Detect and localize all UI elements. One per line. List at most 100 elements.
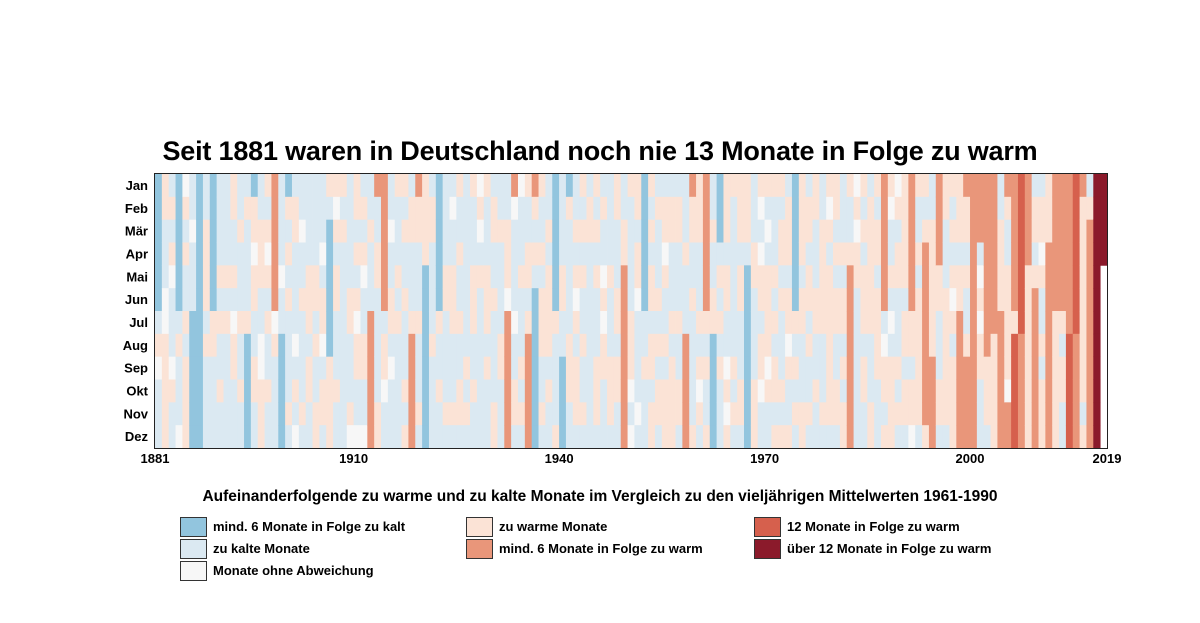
heatmap-cell	[1086, 356, 1094, 380]
heatmap-cell	[935, 288, 944, 312]
heatmap-cell	[874, 356, 882, 380]
heatmap-cell	[634, 402, 642, 426]
heatmap-cell	[1059, 356, 1067, 380]
heatmap-cell	[278, 174, 286, 198]
heatmap-cell	[572, 425, 581, 449]
heatmap-cell	[641, 333, 649, 358]
heatmap-cell	[175, 356, 183, 380]
heatmap-cell	[161, 265, 170, 289]
heatmap-cell	[298, 356, 307, 380]
heatmap-cell	[997, 402, 1005, 426]
heatmap-cell	[778, 288, 786, 312]
heatmap-cell	[696, 219, 704, 243]
heatmap-cell	[1072, 379, 1081, 403]
heatmap-cell	[319, 242, 327, 266]
legend-label: mind. 6 Monate in Folge zu kalt	[213, 519, 406, 534]
heatmap-cell	[565, 196, 574, 221]
heatmap-cell	[291, 196, 300, 221]
heatmap-cell	[175, 265, 183, 289]
heatmap-cell	[723, 311, 731, 335]
heatmap-cell	[504, 425, 512, 449]
heatmap-cell	[189, 196, 197, 221]
heatmap-cell	[586, 379, 594, 403]
heatmap-cell	[312, 288, 320, 312]
heatmap-cell	[778, 265, 786, 289]
heatmap-cell	[216, 265, 224, 289]
heatmap-cell	[607, 425, 615, 449]
heatmap-cell	[339, 196, 348, 221]
heatmap-cell	[223, 425, 231, 449]
heatmap-cell	[935, 265, 944, 289]
heatmap-cell	[1072, 219, 1081, 243]
heatmap-cell	[1011, 265, 1019, 289]
heatmap-cell	[216, 219, 224, 243]
heatmap-cell	[182, 425, 190, 449]
heatmap-cell	[675, 174, 683, 198]
heatmap-cell	[209, 311, 218, 335]
heatmap-cell	[374, 196, 382, 221]
heatmap-cell	[1011, 311, 1019, 335]
heatmap-cell	[490, 174, 498, 198]
heatmap-cell	[839, 402, 848, 426]
heatmap-cell	[935, 174, 944, 198]
heatmap-cell	[401, 219, 409, 243]
heatmap-cell	[1052, 196, 1060, 221]
heatmap-cell	[723, 333, 731, 358]
heatmap-cell	[668, 196, 676, 221]
heatmap-cell	[367, 265, 375, 289]
heatmap-cell	[928, 311, 937, 335]
heatmap-cell	[285, 174, 293, 198]
heatmap-cell	[490, 379, 498, 403]
heatmap-cell	[401, 265, 409, 289]
heatmap-cell	[956, 311, 964, 335]
year-tick-label: 1881	[141, 451, 170, 466]
heatmap-cell	[504, 174, 512, 198]
heatmap-cell	[737, 402, 745, 426]
heatmap-cell	[1017, 288, 1026, 312]
heatmap-cell	[696, 356, 704, 380]
heatmap-cell	[1045, 288, 1053, 312]
heatmap-cell	[812, 356, 820, 380]
heatmap-cell	[196, 311, 204, 335]
heatmap-cell	[483, 196, 491, 221]
heatmap-cell	[1086, 402, 1094, 426]
chart-title: Seit 1881 waren in Deutschland noch nie …	[162, 136, 1038, 166]
heatmap-cell	[552, 288, 560, 312]
heatmap-cell	[285, 219, 293, 243]
heatmap-cell	[271, 196, 279, 221]
heatmap-cell	[771, 288, 779, 312]
heatmap-cell	[339, 288, 348, 312]
heatmap-cell	[901, 311, 909, 335]
heatmap-cell	[956, 288, 964, 312]
heatmap-cell	[422, 219, 430, 243]
heatmap-cell	[970, 219, 978, 243]
heatmap-cell	[846, 288, 854, 312]
heatmap-cell	[476, 333, 485, 358]
heatmap-cell	[949, 265, 957, 289]
heatmap-cell	[696, 425, 704, 449]
heatmap-cell	[353, 196, 361, 221]
heatmap-cell	[237, 333, 245, 358]
heatmap-cell	[620, 288, 628, 312]
heatmap-cell	[600, 311, 608, 335]
heatmap-cell	[942, 379, 950, 403]
heatmap-cell	[915, 242, 923, 266]
heatmap-cell	[161, 174, 170, 198]
heatmap-cell	[586, 196, 594, 221]
heatmap-cell	[511, 379, 519, 403]
heatmap-cell	[716, 356, 724, 380]
heatmap-cell	[435, 333, 444, 358]
heatmap-cell	[305, 379, 313, 403]
heatmap-cell	[504, 402, 512, 426]
heatmap-cell	[771, 311, 779, 335]
heatmap-cell	[545, 425, 553, 449]
heatmap-cell	[1079, 174, 1087, 198]
heatmap-cell	[250, 425, 259, 449]
heatmap-cell	[798, 379, 807, 403]
heatmap-cell	[839, 311, 848, 335]
heatmap-cell	[339, 219, 348, 243]
heatmap-cell	[264, 402, 272, 426]
heatmap-cell	[1045, 356, 1053, 380]
heatmap-cell	[1038, 425, 1046, 449]
heatmap-cell	[833, 242, 841, 266]
